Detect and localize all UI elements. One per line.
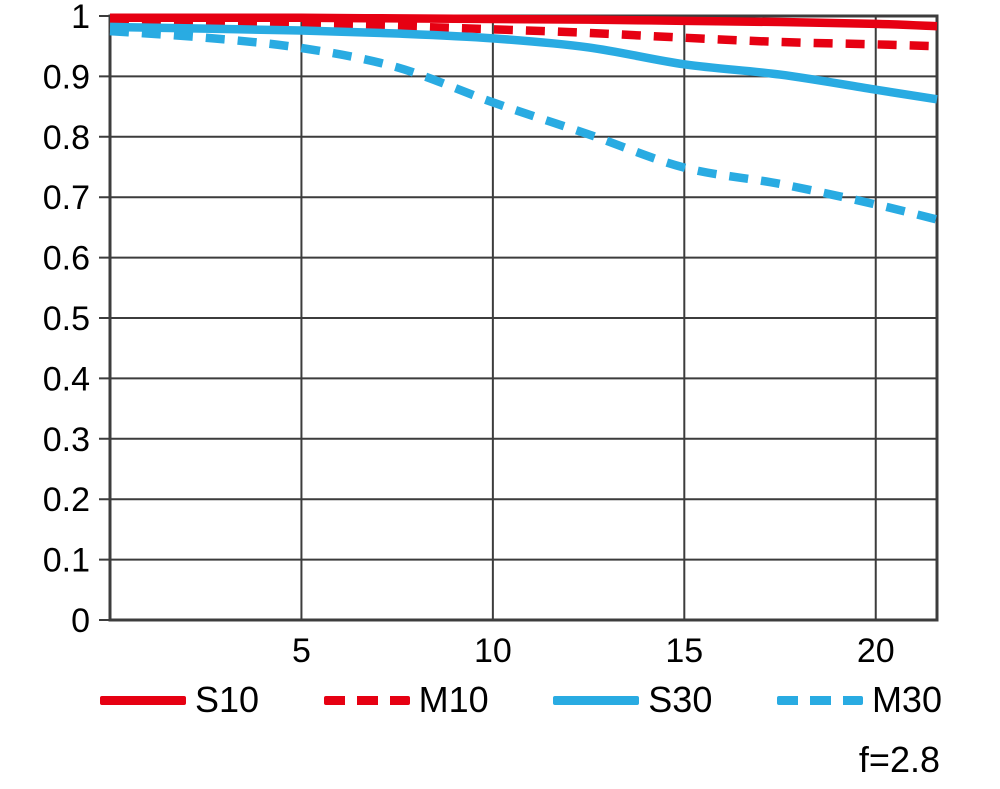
legend-label-M10: M10 <box>418 679 489 720</box>
y-tick-label: 0.5 <box>43 300 90 338</box>
curve-M10 <box>109 16 938 51</box>
y-tick-label: 0 <box>71 602 90 640</box>
y-tick-label: 0.8 <box>43 119 90 157</box>
aperture-annotation: f=2.8 <box>858 739 940 780</box>
y-tick-label: 0.6 <box>43 240 90 278</box>
chart-legend: S10 M10 S30 M30 <box>100 682 942 718</box>
legend-swatch-S30-solid-line <box>553 695 640 705</box>
legend-label-S10: S10 <box>195 679 260 720</box>
curve-S10 <box>110 13 938 31</box>
curve-S30 <box>109 22 938 104</box>
legend-swatch-S10-solid-line <box>100 695 186 705</box>
y-tick-label: 0.2 <box>43 481 90 519</box>
legend-label-S30: S30 <box>648 679 713 720</box>
x-tick-label: 20 <box>857 632 895 670</box>
y-tick-label: 1 <box>71 0 90 36</box>
legend-label-M30: M30 <box>871 679 942 720</box>
y-tick-label: 0.1 <box>43 542 90 580</box>
y-tick-label: 0.9 <box>43 58 90 96</box>
y-tick-label: 0.3 <box>43 421 90 459</box>
legend-item-M30: M30 <box>776 679 942 720</box>
legend-swatch-M30-dashed-line <box>776 695 863 705</box>
legend-swatch-M10-dashed-line <box>323 695 410 705</box>
curve-M30 <box>109 26 939 224</box>
legend-item-S30: S30 <box>553 682 712 718</box>
x-tick-label: 15 <box>665 632 703 670</box>
legend-item-S10: S10 <box>100 682 259 718</box>
y-tick-label: 0.4 <box>43 360 90 398</box>
x-tick-label: 5 <box>292 632 311 670</box>
x-tick-label: 10 <box>474 632 512 670</box>
legend-item-M10: M10 <box>323 679 489 720</box>
y-tick-label: 0.7 <box>43 179 90 217</box>
